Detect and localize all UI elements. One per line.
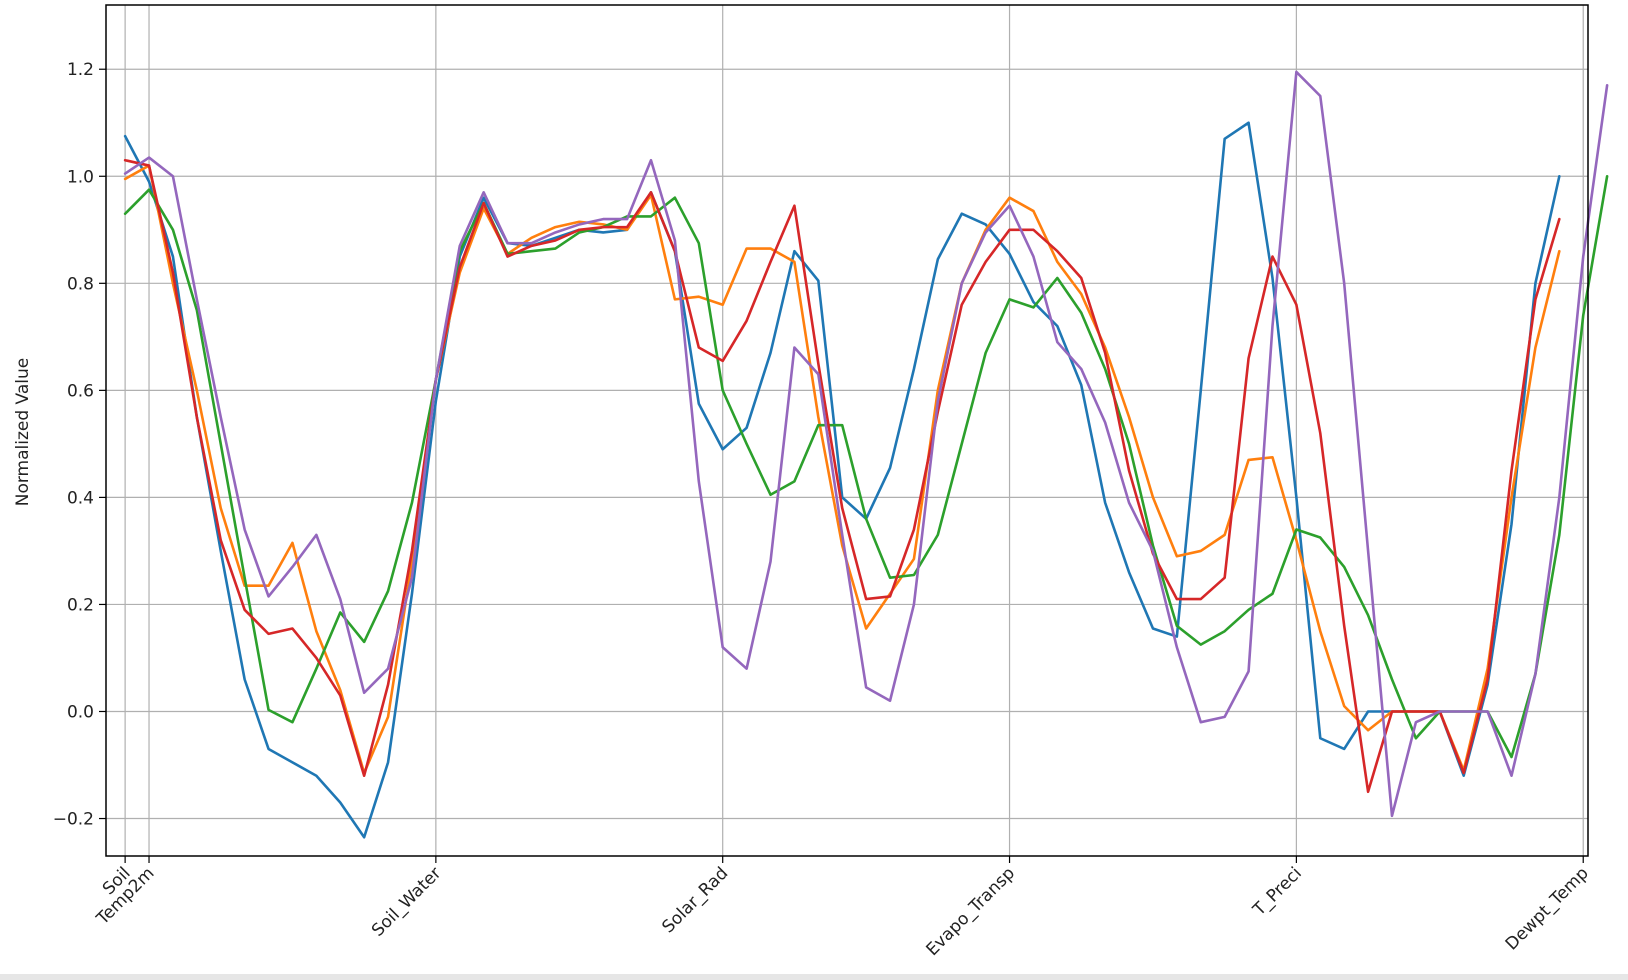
grid (106, 5, 1588, 856)
series-line-3 (123, 174, 1609, 759)
x-tick-label: Dewpt_Temp (1502, 863, 1593, 954)
y-tick-label: 0.8 (67, 274, 94, 294)
x-tick-label: Soil_Water (368, 863, 445, 940)
y-axis: −0.2 0.0 0.2 0.4 0.6 0.8 1.0 1.2 (53, 60, 106, 830)
y-tick-label: 1.0 (67, 167, 94, 187)
y-tick-label: 0.2 (67, 595, 94, 615)
plot-area (106, 5, 1588, 856)
y-tick-label: 0.4 (67, 488, 94, 508)
y-axis-label: Normalized Value (13, 358, 33, 507)
window-bottom-border (0, 974, 1628, 980)
series-group (123, 70, 1609, 839)
series-line-4 (123, 158, 1561, 794)
plot-frame (105, 4, 1589, 857)
series-line-1 (123, 121, 1561, 839)
y-tick-label: −0.2 (53, 810, 94, 830)
x-tick-label: Solar_Rad (658, 863, 732, 937)
y-tick-label: 1.2 (67, 60, 94, 80)
y-tick-label: 0.6 (67, 381, 94, 401)
x-tick-label: T_Preci (1249, 863, 1306, 920)
y-tick-label: 0.0 (67, 702, 94, 722)
x-tick-label: Evapo_Transp (922, 863, 1019, 960)
series-line-5 (123, 70, 1609, 818)
